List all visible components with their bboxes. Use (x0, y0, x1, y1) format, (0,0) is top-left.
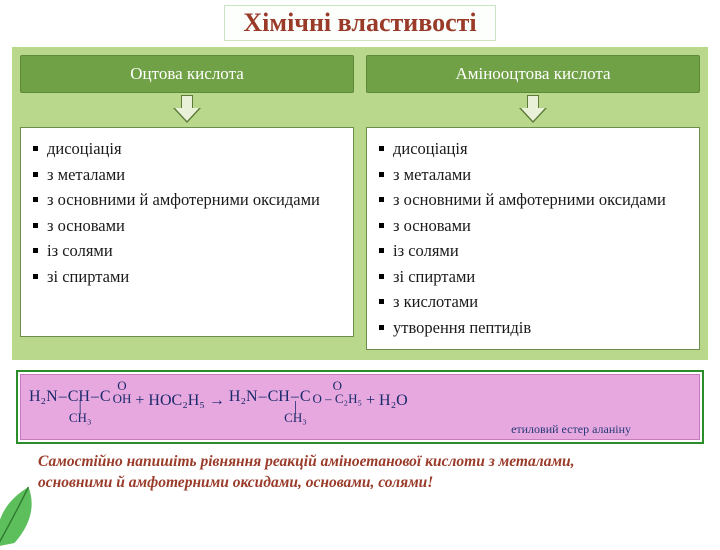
list-item: із солями (379, 238, 689, 264)
column-acetic: Оцтова кислота дисоціація з металами з о… (20, 55, 354, 350)
reaction-equation: H₂N – CH – C O OH │ CH₃ + HOC₂H₅ → H₂N (29, 379, 691, 425)
list-item: зі спиртами (33, 264, 343, 290)
reaction-text: H₂N (29, 389, 58, 405)
list-item: із солями (33, 238, 343, 264)
list-item: зі спиртами (379, 264, 689, 290)
list-item: дисоціація (33, 136, 343, 162)
page-title: Хімічні властивості (224, 5, 495, 41)
list-item: з кислотами (379, 289, 689, 315)
list-item: з основами (379, 213, 689, 239)
arrow-down-icon (170, 95, 204, 125)
list-item: з основами (33, 213, 343, 239)
arrow-down-icon (516, 95, 550, 125)
comparison-panel: Оцтова кислота дисоціація з металами з о… (12, 47, 708, 360)
task-line: Самостійно напишіть рівняння реакцій амі… (38, 453, 575, 470)
list-item: з основними й амфотерними оксидами (33, 187, 343, 213)
task-instruction: Самостійно напишіть рівняння реакцій амі… (38, 452, 698, 494)
reaction-label: етиловий естер аланіну (29, 422, 691, 437)
list-item: дисоціація (379, 136, 689, 162)
reaction-text: CH₃ (284, 411, 307, 424)
reaction-text: O (117, 379, 126, 392)
reaction-text: CH (268, 389, 290, 405)
column-aminoacetic: Амінооцтова кислота дисоціація з металам… (366, 55, 700, 350)
reaction-text: CH₃ (69, 411, 92, 424)
reaction-text: C (100, 389, 111, 405)
reaction-text: H₂N (229, 389, 258, 405)
reaction-text: O (333, 379, 342, 392)
reaction-text: HOC₂H₅ (148, 392, 205, 410)
list-item: з основними й амфотерними оксидами (379, 187, 689, 213)
column-header: Амінооцтова кислота (366, 55, 700, 93)
list-item: з металами (379, 162, 689, 188)
column-header: Оцтова кислота (20, 55, 354, 93)
reaction-text: H₂O (379, 392, 408, 410)
reaction-text: OH (113, 392, 132, 405)
list-item: з металами (33, 162, 343, 188)
reaction-text: C (300, 389, 311, 405)
reaction-panel: H₂N – CH – C O OH │ CH₃ + HOC₂H₅ → H₂N (16, 370, 704, 445)
task-line: основними й амфотерними оксидами, основа… (38, 474, 433, 491)
properties-list: дисоціація з металами з основними й амфо… (366, 127, 700, 350)
reaction-text: O – C₂H₅ (313, 392, 363, 405)
list-item: утворення пептидів (379, 315, 689, 341)
properties-list: дисоціація з металами з основними й амфо… (20, 127, 354, 337)
